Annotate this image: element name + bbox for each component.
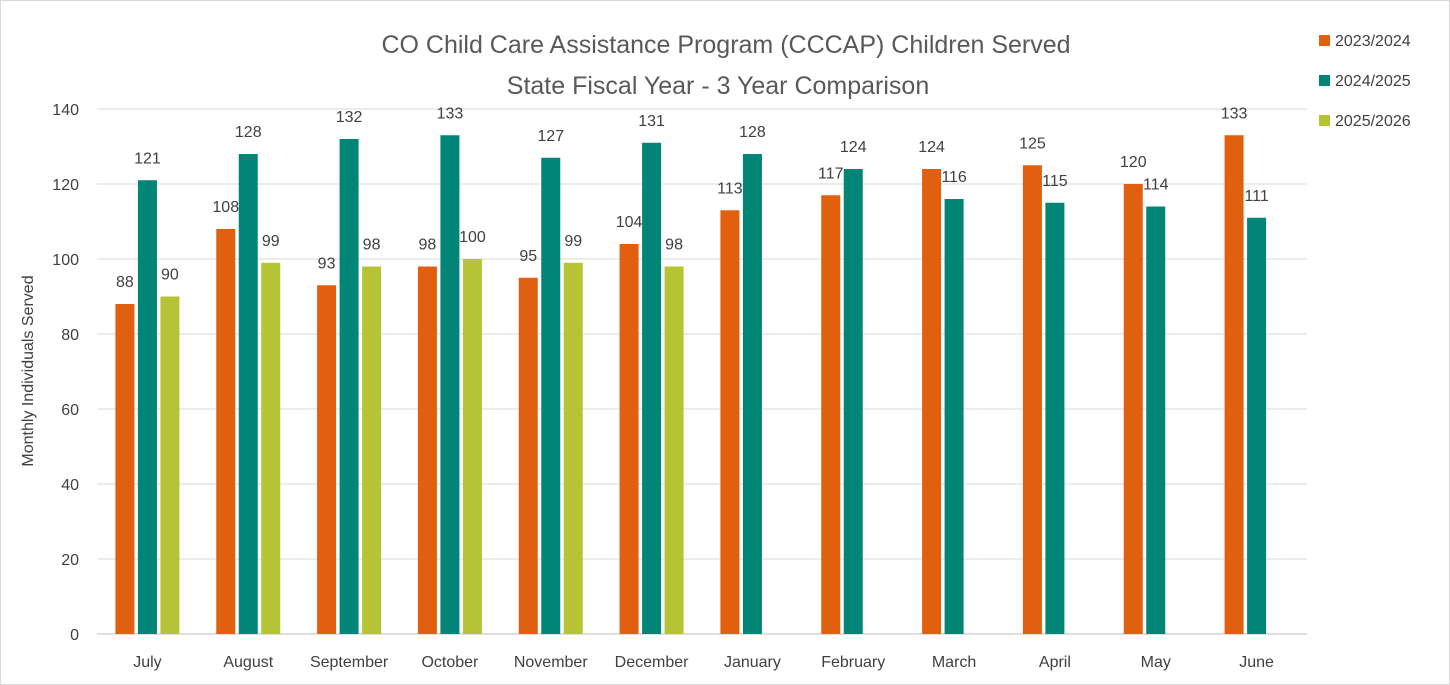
bar xyxy=(1247,217,1267,634)
bar xyxy=(742,154,762,634)
data-label: 98 xyxy=(665,237,683,254)
bar xyxy=(541,157,561,634)
data-label: 99 xyxy=(564,233,582,250)
bar xyxy=(518,277,538,634)
data-label: 111 xyxy=(1244,188,1268,205)
data-label: 98 xyxy=(419,237,437,254)
data-label: 131 xyxy=(638,113,665,130)
bar xyxy=(1045,202,1065,634)
data-label: 133 xyxy=(437,105,464,122)
bars xyxy=(115,135,1267,634)
bar xyxy=(417,266,437,634)
data-label: 116 xyxy=(941,169,967,186)
x-tick-label: October xyxy=(421,654,479,671)
bar xyxy=(238,154,258,634)
bar xyxy=(462,259,482,634)
data-label: 128 xyxy=(235,124,262,141)
y-axis-label: Monthly Individuals Served xyxy=(20,275,37,466)
bar xyxy=(642,142,662,634)
gridlines xyxy=(97,108,1307,635)
bar xyxy=(563,262,583,634)
data-label: 133 xyxy=(1221,105,1248,122)
data-label: 108 xyxy=(212,199,239,216)
x-tick-label: November xyxy=(514,654,588,671)
bar xyxy=(922,169,942,634)
x-tick-label: September xyxy=(310,654,389,671)
x-tick-label: July xyxy=(133,654,161,671)
data-label: 95 xyxy=(519,248,537,265)
bar xyxy=(115,304,135,634)
data-label: 124 xyxy=(918,139,945,156)
legend-swatch xyxy=(1319,35,1330,46)
data-label: 98 xyxy=(363,237,381,254)
bar xyxy=(1224,135,1244,634)
data-label: 120 xyxy=(1120,154,1147,171)
bar xyxy=(664,266,684,634)
bar xyxy=(160,296,180,634)
legend-label: 2025/2026 xyxy=(1335,113,1411,130)
data-label: 117 xyxy=(818,165,844,182)
y-tick-label: 100 xyxy=(52,252,79,269)
x-tick-label: December xyxy=(615,654,689,671)
bar xyxy=(339,139,359,634)
data-label: 114 xyxy=(1143,177,1169,194)
data-label: 132 xyxy=(336,109,363,126)
bar xyxy=(362,266,382,634)
data-label: 113 xyxy=(717,180,743,197)
y-tick-label: 120 xyxy=(52,177,79,194)
bar xyxy=(1022,165,1042,634)
y-tick-label: 20 xyxy=(61,552,79,569)
y-tick-label: 60 xyxy=(61,402,79,419)
data-label: 99 xyxy=(262,233,280,250)
data-label: 115 xyxy=(1042,173,1068,190)
data-labels: 88 121 90 108 128 99 93 132 98 98 133 100 95 127 99 104… xyxy=(116,105,1269,291)
data-label: 100 xyxy=(459,229,486,246)
chart-subtitle: State Fiscal Year - 3 Year Comparison xyxy=(507,72,929,100)
bar xyxy=(843,169,863,634)
data-label: 121 xyxy=(134,150,161,167)
x-tick-label: June xyxy=(1239,654,1274,671)
legend: 2023/2024 2024/2025 2025/2026 xyxy=(1319,33,1411,130)
legend-label: 2024/2025 xyxy=(1335,73,1411,90)
data-label: 128 xyxy=(739,124,766,141)
y-tick-label: 40 xyxy=(61,477,79,494)
chart-title: CO Child Care Assistance Program (CCCAP)… xyxy=(381,31,1070,59)
legend-swatch xyxy=(1319,75,1330,86)
bar xyxy=(944,199,964,634)
bar xyxy=(137,180,157,634)
x-tick-label: February xyxy=(821,654,885,671)
bar xyxy=(821,195,841,634)
data-label: 124 xyxy=(840,139,867,156)
bar xyxy=(1146,206,1166,634)
data-label: 127 xyxy=(537,128,564,145)
x-tick-label: April xyxy=(1039,654,1071,671)
bar xyxy=(1123,184,1143,634)
bar xyxy=(216,229,236,634)
bar xyxy=(440,135,460,634)
bar xyxy=(720,210,740,634)
data-label: 93 xyxy=(318,255,336,272)
y-tick-label: 140 xyxy=(52,102,79,119)
data-label: 88 xyxy=(116,274,134,291)
data-label: 125 xyxy=(1019,135,1046,152)
bar xyxy=(261,262,281,634)
x-axis-ticks: July August September October November Decemb… xyxy=(133,654,1274,671)
x-tick-label: May xyxy=(1141,654,1171,671)
x-tick-label: August xyxy=(223,654,273,671)
bar xyxy=(619,244,639,634)
x-tick-label: March xyxy=(932,654,976,671)
y-axis-ticks: 0 20 40 60 80 100 120 140 xyxy=(52,102,79,644)
data-label: 104 xyxy=(616,214,643,231)
y-tick-label: 80 xyxy=(61,327,79,344)
x-tick-label: January xyxy=(724,654,781,671)
legend-swatch xyxy=(1319,115,1330,126)
y-tick-label: 0 xyxy=(70,627,79,644)
legend-label: 2023/2024 xyxy=(1335,33,1411,50)
data-label: 90 xyxy=(161,267,179,284)
bar xyxy=(317,285,337,634)
